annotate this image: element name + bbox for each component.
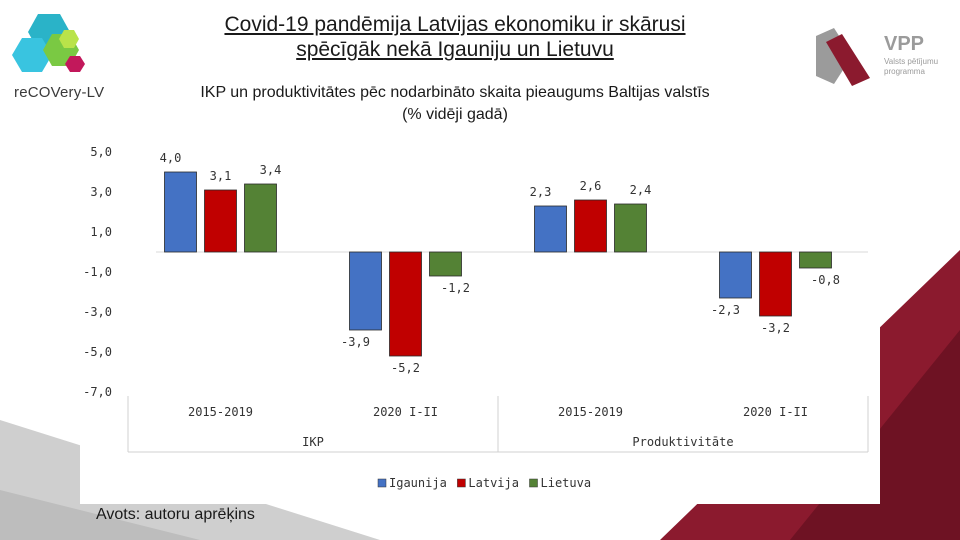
bar-latvija (574, 199, 607, 253)
vpp-logo-sub1: Valsts pētījumu (884, 57, 938, 66)
bar-latvija (204, 189, 237, 253)
data-label: -1,2 (441, 281, 470, 295)
y-tick-label: -7,0 (83, 385, 112, 399)
legend-swatch-lietuva (529, 478, 538, 488)
legend-label: Lietuva (541, 476, 592, 490)
chart-subtitle-line1: IKP un produktivitātes pēc nodarbināto s… (200, 84, 710, 101)
data-label: 3,4 (260, 163, 282, 177)
x-category-label: 2020 I-II (743, 405, 808, 419)
legend-swatch-igaunija (377, 478, 387, 488)
bar-igaunija (534, 205, 567, 253)
slide-title-line2: spēcīgāk nekā Igauniju un Lietuvu (296, 38, 614, 61)
legend-label: Igaunija (389, 476, 447, 490)
data-label: 2,3 (530, 185, 552, 199)
data-label: -3,9 (341, 335, 370, 349)
bar-lietuva (244, 183, 277, 253)
data-label: 2,6 (580, 179, 602, 193)
data-label: -3,2 (761, 321, 790, 335)
bar-igaunija (349, 251, 382, 331)
x-category-label: 2015-2019 (188, 405, 253, 419)
bar-igaunija (719, 251, 752, 299)
bar-lietuva (429, 251, 462, 277)
legend-label: Latvija (468, 476, 519, 490)
vpp-logo-text: VPP (884, 33, 924, 55)
bar-lietuva (614, 203, 647, 253)
y-tick-label: 1,0 (90, 225, 112, 239)
data-label: 3,1 (210, 169, 232, 183)
x-category-label: 2015-2019 (558, 405, 623, 419)
vpp-logo: VPP Valsts pētījumu programma (816, 28, 938, 86)
bar-chart: 5,0 3,0 1,0 -1,0 -3,0 -5,0 -7,0 4,0 3,1 3,4 2015-2… (83, 145, 869, 490)
recovery-lv-logo-icon (12, 14, 85, 72)
bar-latvija (759, 251, 792, 317)
x-group-label: IKP (302, 435, 324, 449)
data-label: 4,0 (160, 151, 182, 165)
chart-container: 5,0 3,0 1,0 -1,0 -3,0 -5,0 -7,0 4,0 3,1 3,4 2015-2… (80, 134, 880, 504)
bar-latvija (389, 251, 422, 357)
chart-subtitle: IKP un produktivitātes pēc nodarbināto s… (120, 82, 790, 126)
x-group-label: Produktivitāte (632, 435, 733, 449)
y-tick-label: 3,0 (90, 185, 112, 199)
x-category-label: 2020 I-II (373, 405, 438, 419)
slide-title: Covid-19 pandēmija Latvijas ekonomiku ir… (100, 12, 810, 62)
chart-subtitle-line2: (% vidēji gadā) (402, 106, 508, 123)
data-label: -5,2 (391, 361, 420, 375)
source-note: Avots: autoru aprēķins (96, 506, 255, 523)
vpp-logo-icon (816, 28, 870, 86)
bar-lietuva (799, 251, 832, 269)
y-tick-label: -3,0 (83, 305, 112, 319)
y-tick-label: -1,0 (83, 265, 112, 279)
bar-igaunija (164, 171, 197, 253)
recovery-lv-logo-text: reCOVery-LV (14, 84, 105, 101)
y-tick-label: -5,0 (83, 345, 112, 359)
data-label: -2,3 (711, 303, 740, 317)
y-tick-label: 5,0 (90, 145, 112, 159)
data-label: -0,8 (811, 273, 840, 287)
data-label: 2,4 (630, 183, 652, 197)
legend-swatch-latvija (457, 478, 466, 488)
vpp-logo-sub2: programma (884, 67, 925, 76)
slide-title-line1: Covid-19 pandēmija Latvijas ekonomiku ir… (224, 13, 686, 36)
